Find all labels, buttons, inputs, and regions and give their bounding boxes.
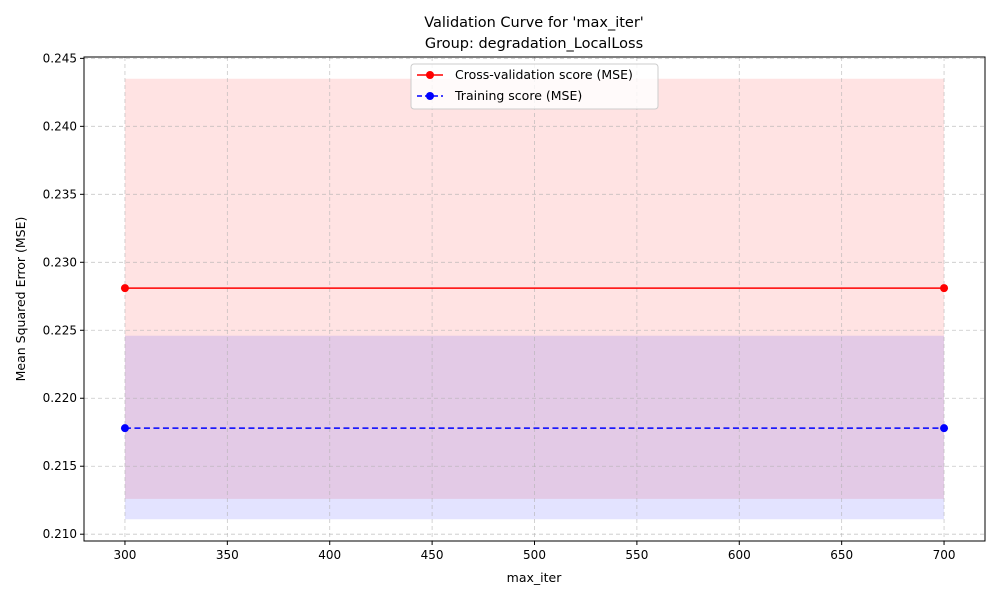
x-tick-label: 550 bbox=[625, 548, 648, 562]
chart-title: Validation Curve for 'max_iter' bbox=[424, 15, 644, 31]
x-tick-label: 650 bbox=[830, 548, 853, 562]
x-tick-label: 400 bbox=[318, 548, 341, 562]
legend: Cross-validation score (MSE) Training sc… bbox=[410, 63, 659, 110]
series-lines bbox=[120, 284, 949, 433]
y-tick-label: 0.215 bbox=[43, 459, 77, 473]
legend-box bbox=[410, 63, 659, 110]
data-point-cv bbox=[120, 284, 129, 293]
y-axis-ticks: 0.210 0.215 0.220 0.225 0.230 0.235 0.240 0.245 bbox=[43, 51, 84, 541]
x-tick-label: 600 bbox=[728, 548, 751, 562]
legend-marker-training bbox=[426, 92, 434, 100]
x-tick-label: 500 bbox=[523, 548, 546, 562]
x-axis-ticks: 300 350 400 450 500 550 600 650 700 bbox=[114, 541, 956, 562]
y-tick-label: 0.240 bbox=[43, 119, 77, 133]
y-tick-label: 0.245 bbox=[43, 51, 77, 65]
data-point-training bbox=[940, 424, 949, 433]
x-tick-label: 350 bbox=[216, 548, 239, 562]
y-tick-label: 0.235 bbox=[43, 187, 77, 201]
x-tick-label: 300 bbox=[114, 548, 137, 562]
legend-marker-cv bbox=[426, 71, 434, 79]
x-tick-label: 700 bbox=[933, 548, 956, 562]
y-tick-label: 0.230 bbox=[43, 255, 77, 269]
legend-label-training: Training score (MSE) bbox=[454, 88, 582, 103]
y-tick-label: 0.210 bbox=[43, 527, 77, 541]
y-axis-label: Mean Squared Error (MSE) bbox=[13, 217, 28, 382]
data-point-training bbox=[120, 424, 129, 433]
x-axis-label: max_iter bbox=[507, 570, 563, 585]
legend-label-cv: Cross-validation score (MSE) bbox=[455, 67, 633, 82]
y-tick-label: 0.225 bbox=[43, 323, 77, 337]
data-point-cv bbox=[940, 284, 949, 293]
chart-subtitle: Group: degradation_LocalLoss bbox=[425, 36, 643, 52]
grid-lines bbox=[84, 57, 985, 541]
x-tick-label: 450 bbox=[421, 548, 444, 562]
y-tick-label: 0.220 bbox=[43, 391, 77, 405]
